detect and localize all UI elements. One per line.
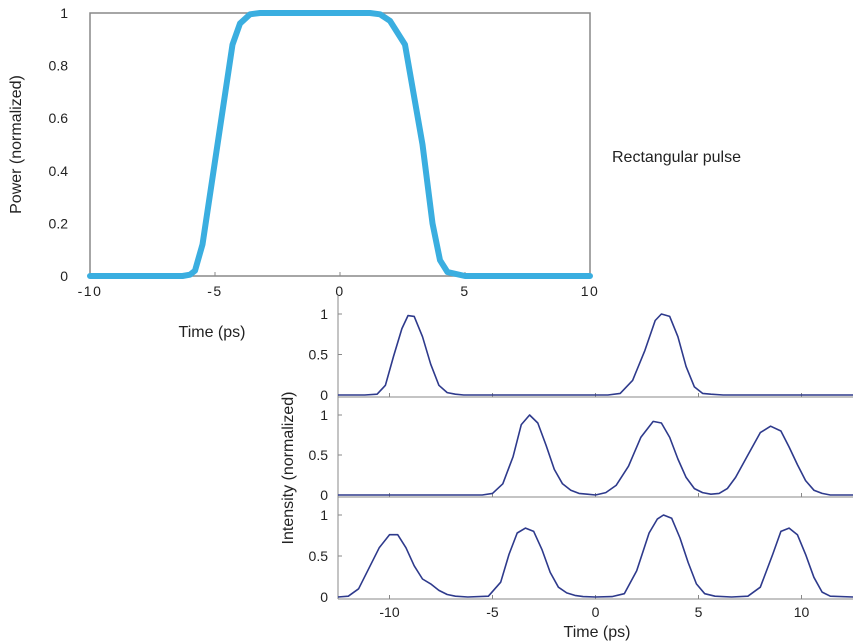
panel-y-tick-label: 0	[320, 487, 328, 503]
panel-y-tick-label: 1	[320, 306, 328, 322]
top-plot-frame	[89, 12, 591, 277]
panel-3-series-line	[337, 514, 853, 598]
pulse-caption: Rectangular pulse	[612, 149, 741, 166]
top-y-tick-label: 1	[60, 5, 68, 21]
panel-y-tick-label: 0.5	[309, 548, 329, 564]
top-x-tick-label: 5	[460, 283, 469, 299]
panel-y-tick-label: 0	[320, 589, 328, 605]
top-y-tick-label: 0.6	[49, 110, 69, 126]
top-y-axis-label: Power (normalized)	[8, 75, 25, 214]
top-x-tick-label: 0	[335, 283, 344, 299]
top-x-tick-label: -10	[78, 283, 103, 299]
pulse-series-line	[87, 10, 593, 279]
bottom-x-tick-label: 10	[794, 604, 810, 620]
panel-y-tick-label: 0	[320, 387, 328, 403]
top-y-tick-label: 0.8	[49, 58, 69, 74]
top-y-tick-label: 0.2	[49, 215, 69, 231]
bottom-x-tick-label: -5	[486, 604, 499, 620]
top-x-tick-label: -5	[207, 283, 222, 299]
bottom-chart-background	[322, 296, 853, 641]
bottom-y-axis-label: Intensity (normalized)	[280, 392, 297, 545]
panel-y-tick-label: 0.5	[309, 347, 329, 363]
panel-y-tick-label: 0.5	[309, 447, 329, 463]
top-chart: 0 0.2 0.4 0.6 0.8 1 -10 -5 0 5 10 Time (ps) Power (n…	[8, 5, 600, 341]
bottom-x-tick-label: -10	[379, 604, 399, 620]
bottom-x-tick-label: 5	[695, 604, 703, 620]
panel-y-tick-label: 1	[320, 407, 328, 423]
panel-y-tick-label: 1	[320, 507, 328, 523]
bottom-x-tick-label: 0	[592, 604, 600, 620]
top-y-tick-label: 0	[60, 268, 68, 284]
panel-1-series-line	[338, 313, 853, 396]
top-x-tick-label: 10	[581, 283, 600, 299]
top-x-axis-label: Time (ps)	[179, 324, 246, 341]
bottom-x-axis-label: Time (ps)	[564, 624, 631, 641]
panel-2-series-line	[338, 414, 853, 496]
top-y-tick-label: 0.4	[49, 163, 69, 179]
